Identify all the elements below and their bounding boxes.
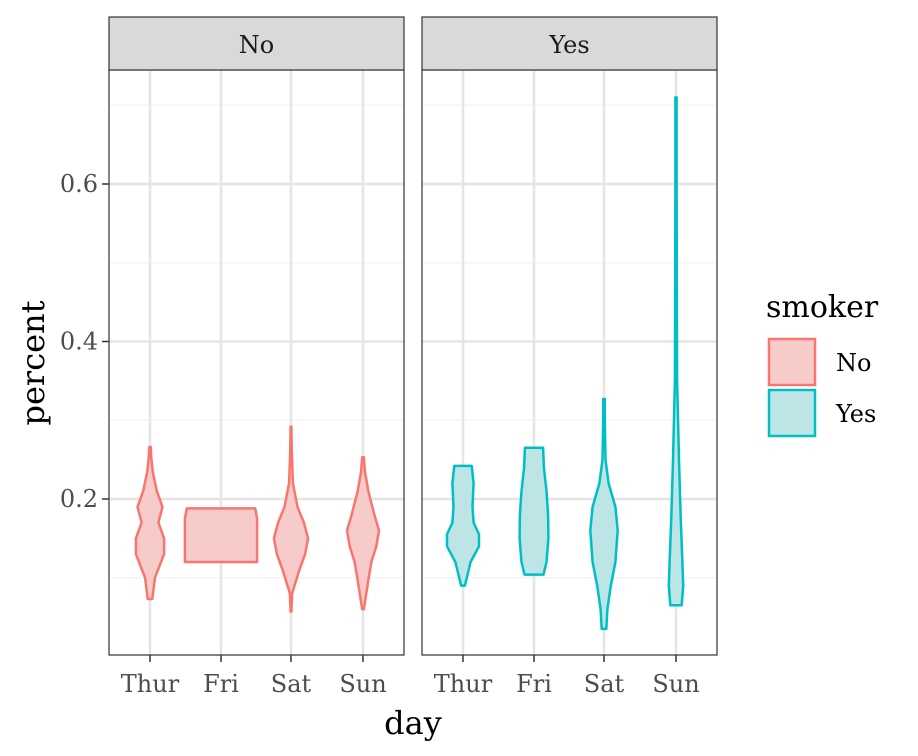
x-tick-label: Sat [271, 670, 312, 698]
y-tick-label: 0.4 [60, 328, 98, 356]
x-tick-label: Sun [652, 670, 699, 698]
violin-no-fri [183, 507, 259, 564]
legend-label-no: No [836, 349, 871, 377]
violin-no-sun [345, 456, 381, 611]
facet-strip-label: No [239, 31, 274, 59]
panel-yes: Yes [421, 16, 718, 656]
x-tick-label: Sun [339, 670, 386, 698]
legend-title: smoker [766, 290, 879, 325]
x-tick-label: Thur [434, 670, 493, 698]
legend-key-yes [767, 388, 817, 438]
violin-yes-sat [589, 397, 619, 631]
x-axis-title: day [384, 704, 442, 742]
y-tick-label: 0.2 [60, 485, 98, 513]
legend: smoker No Yes [766, 290, 879, 438]
panel-no: No [108, 16, 405, 656]
violin-no-sat [272, 425, 310, 613]
violin-no-thur [134, 445, 166, 601]
panels-group: No Yes [108, 16, 718, 656]
facet-strip [421, 16, 718, 71]
x-tick-label: Sat [584, 670, 625, 698]
violin-yes-sun [667, 96, 685, 607]
x-axis: Thur Fri Sat Sun Thur Fri Sat Sun [121, 655, 700, 698]
y-tick-label: 0.6 [60, 170, 98, 198]
violin-yes-thur [445, 464, 481, 587]
y-axis: 0.2 0.4 0.6 [60, 170, 109, 513]
legend-label-yes: Yes [835, 400, 876, 428]
legend-key-no [767, 337, 817, 387]
x-tick-label: Thur [121, 670, 180, 698]
y-axis-title: percent [14, 300, 52, 425]
violin-yes-fri [518, 446, 550, 576]
facet-strip-label: Yes [548, 31, 589, 59]
facet-strip [108, 16, 405, 71]
x-tick-label: Fri [203, 670, 239, 698]
x-tick-label: Fri [516, 670, 552, 698]
